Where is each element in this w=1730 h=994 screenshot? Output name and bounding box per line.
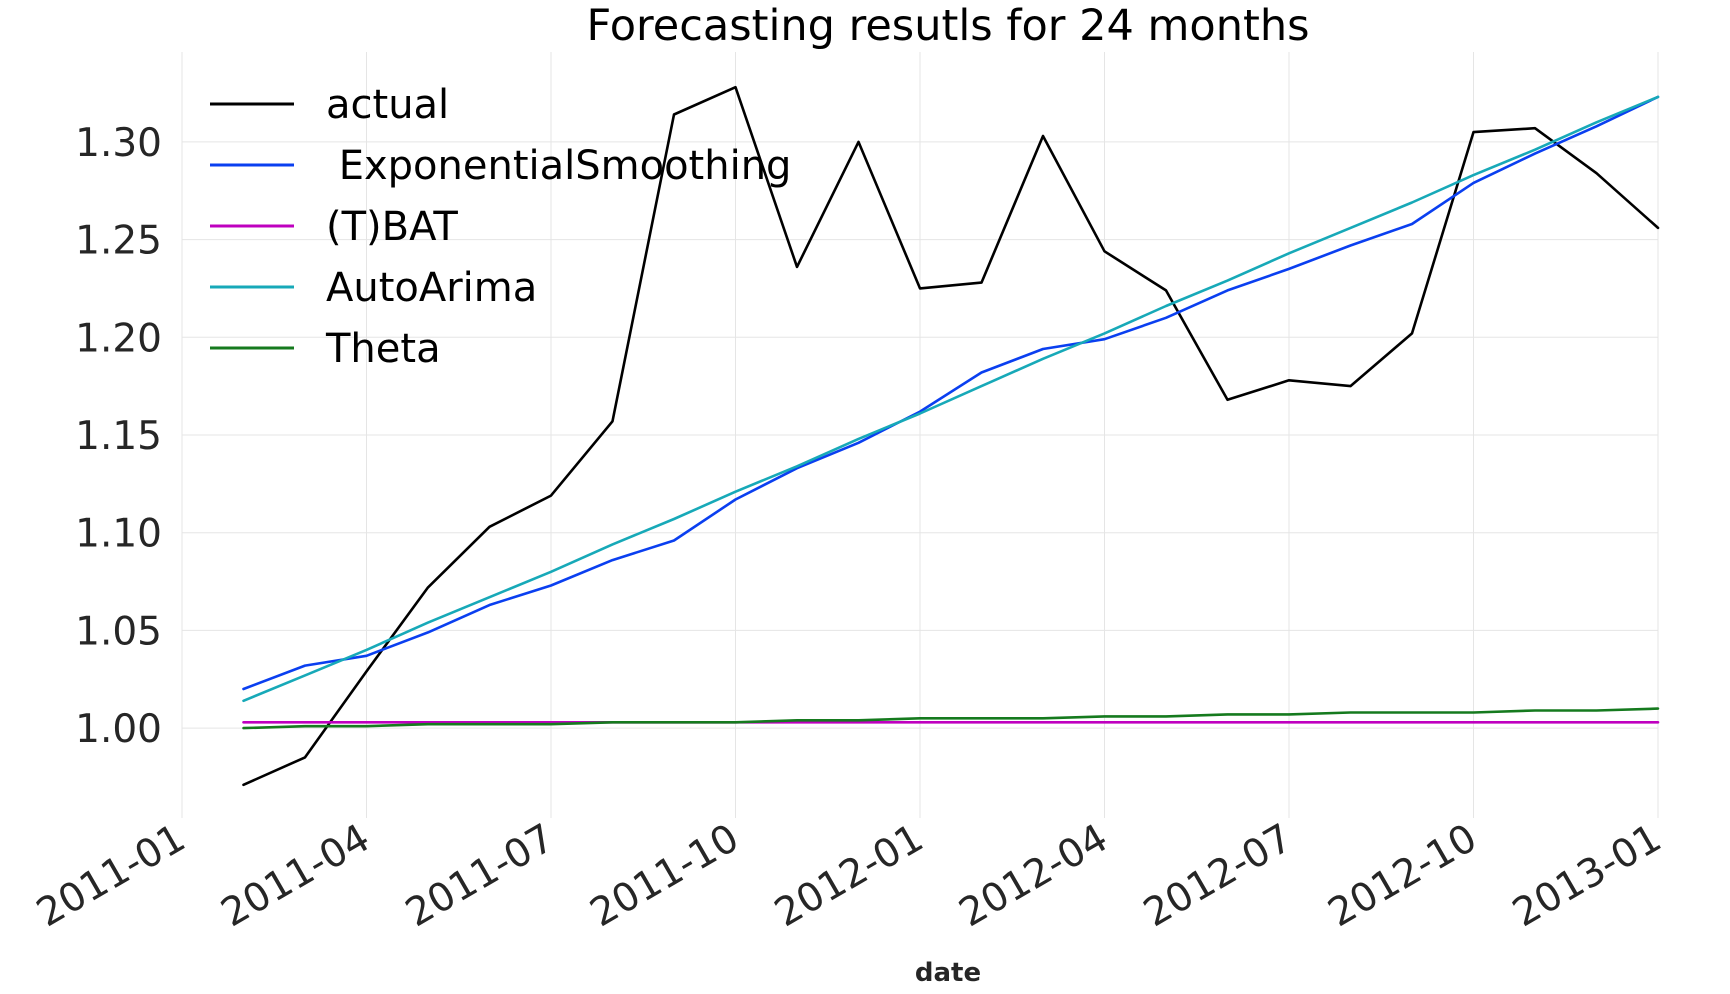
y-tick-label: 1.30 — [75, 121, 162, 166]
legend-label-exponentialsmoothing: ExponentialSmoothing — [326, 143, 791, 189]
legend-label-theta: Theta — [325, 326, 441, 372]
series-line-exponentialsmoothing — [242, 95, 1660, 691]
y-tick-label: 1.25 — [75, 219, 162, 264]
series-layer — [242, 85, 1660, 787]
y-tick-label: 1.20 — [75, 316, 162, 361]
y-tick-label: 1.15 — [75, 414, 162, 459]
x-tick-label: 2013-01 — [1505, 816, 1669, 936]
y-tick-labels: 1.00 1.05 1.10 1.15 1.20 1.25 1.30 — [75, 121, 162, 752]
x-axis-label: date — [915, 958, 981, 988]
y-tick-label: 1.05 — [75, 609, 162, 654]
x-tick-label: 2012-10 — [1321, 816, 1485, 936]
x-tick-labels: 2011-01 2011-04 2011-07 2011-10 2012-01 2012-… — [29, 816, 1669, 936]
legend-label-t-bat: (T)BAT — [326, 204, 458, 250]
y-tick-label: 1.00 — [75, 707, 162, 752]
x-tick-label: 2011-04 — [214, 816, 378, 936]
x-tick-label: 2012-07 — [1136, 816, 1300, 936]
chart-title: Forecasting resutls for 24 months — [587, 1, 1310, 51]
x-tick-label: 2012-04 — [952, 816, 1116, 936]
legend-label-autoarima: AutoArima — [326, 265, 537, 311]
legend-label-actual: actual — [326, 82, 449, 128]
legend: actual ExponentialSmoothing (T)BAT AutoAri… — [210, 82, 791, 372]
x-tick-label: 2011-01 — [29, 816, 193, 936]
series-line-autoarima — [242, 95, 1660, 703]
grid-layer — [181, 52, 1659, 818]
x-tick-label: 2012-01 — [767, 816, 931, 936]
x-tick-label: 2011-07 — [398, 816, 562, 936]
series-line-theta — [242, 707, 1660, 730]
x-tick-label: 2011-10 — [583, 816, 747, 936]
y-tick-label: 1.10 — [75, 512, 162, 557]
series-line-actual — [242, 85, 1660, 787]
